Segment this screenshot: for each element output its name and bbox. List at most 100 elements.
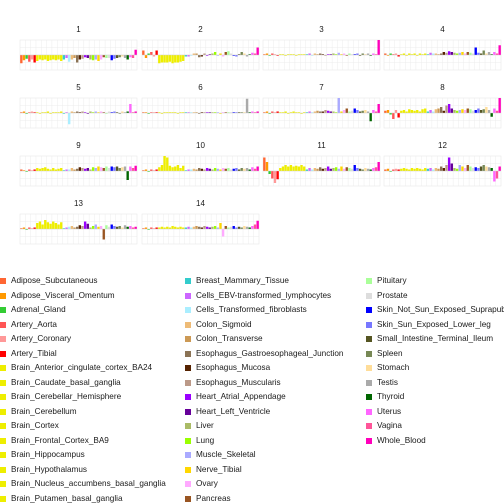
bar-Adipose_Subcutaneous [142,50,145,55]
bar-Artery_Coronary [30,55,34,60]
legend-swatch [0,307,6,313]
legend-label: Brain_Hippocampus [11,450,85,459]
bar-Prostate [350,168,354,171]
bar-Brain_Frontal_Cortex_BA9 [413,110,416,113]
bar-Brain_Caudate_basal_ganglia [160,165,164,171]
bar-Brain_Hippocampus [295,55,298,56]
bar-Brain_Cerebellar_Hemisphere [41,224,44,229]
bar-Artery_Coronary [394,168,398,171]
bar-Pituitary [227,112,230,113]
bar-Colon_Transverse [195,112,198,113]
bar-Nerve_Tibial [461,109,464,113]
bar-Heart_Atrial_Appendage [83,112,87,113]
bar-Brain_Hypothalamus [54,55,58,61]
bar-Cells_Transformed_fibroblasts [311,55,314,56]
bar-Brain_Anterior_cingulate_cortex_BA24 [400,168,403,171]
facet-panel-10: 10 [141,141,260,187]
legend-swatch [0,452,6,458]
bar-Small_Intestine_Terminal_Ileum [237,169,241,171]
bar-Ovary [342,168,346,171]
bar-Brain_Nucleus_accumbens_basal_ganglia [179,226,182,229]
bar-Esophagus_Muscularis [203,169,206,171]
legend-label: Stomach [377,363,410,372]
bar-Cells_Transformed_fibroblasts [432,111,435,113]
legend-swatch [0,336,6,342]
bar-Uterus [372,53,375,55]
bar-Cells_EBV-transformed_lymphocytes [308,111,311,113]
bar-Colon_Sigmoid [313,111,317,113]
bar-Brain_Nucleus_accumbens_basal_ganglia [57,55,60,60]
bar-Whole_Blood [256,166,259,171]
bar-Artery_Coronary [152,55,156,57]
bar-Brain_Putamen_basal_ganglia [424,168,427,171]
bar-Artery_Aorta [271,171,274,179]
bar-Cells_EBV-transformed_lymphocytes [308,168,311,171]
bar-Testis [245,226,249,229]
bar-Whole_Blood [134,49,137,55]
bar-Breast_Mammary_Tissue [184,227,188,229]
facet-label: 5 [76,83,81,92]
bar-Esophagus_Gastroesophageal_Junction [439,107,443,113]
bar-Thyroid [369,169,372,171]
bar-Spleen [118,55,121,58]
bar-Lung [91,226,95,229]
bar-Brain_Cortex [46,168,50,171]
bar-Cells_Transformed_fibroblasts [311,112,314,113]
bar-Brain_Frontal_Cortex_BA9 [292,111,295,113]
bar-Adipose_Subcutaneous [20,169,23,171]
bar-Testis [245,168,249,171]
bar-Stomach [485,107,488,113]
bar-Skin_Not_Sun_Exposed_Suprapubic [474,47,477,55]
bar-Vagina [374,111,378,113]
bar-Brain_Caudate_basal_ganglia [38,55,42,60]
bar-Brain_Frontal_Cortex_BA9 [171,55,174,64]
legend-label: Artery_Tibial [11,348,57,358]
bar-Brain_Hypothalamus [418,111,422,113]
bar-Adipose_Subcutaneous [20,228,23,229]
facet-panel-11: 11 [262,141,381,187]
bar-Uterus [372,168,375,171]
bar-Brain_Putamen_basal_ganglia [182,55,185,61]
bar-Stomach [121,55,124,57]
bar-Artery_Coronary [152,228,156,229]
bar-Vagina [495,171,499,179]
bar-Adipose_Subcutaneous [384,53,387,55]
bar-Brain_Cerebellum [166,55,169,63]
legend-label: Cells_Transformed_fibroblasts [196,305,307,314]
bar-Muscle_Skeletal [94,224,97,229]
bar-Small_Intestine_Terminal_Ileum [479,110,483,113]
bar-Prostate [107,226,111,229]
bar-Prostate [229,226,233,229]
legend-swatch [185,278,191,284]
bar-Spleen [361,169,364,171]
bar-Breast_Mammary_Tissue [305,169,309,171]
bar-Brain_Anterior_cingulate_cortex_BA24 [158,167,161,171]
legend-swatch [366,336,372,342]
bar-Vagina [253,224,257,229]
bar-Colon_Transverse [316,110,319,113]
bar-Skin_Sun_Exposed_Lower_leg [477,108,480,113]
bar-Small_Intestine_Terminal_Ileum [479,53,483,55]
legend-label: Brain_Cerebellum [11,406,77,416]
bar-Pancreas [224,226,227,229]
legend-label: Brain_Nucleus_accumbens_basal_ganglia [11,479,166,488]
legend-label: Lung [196,435,215,445]
bar-Artery_Coronary [394,110,398,113]
bar-Artery_Coronary [30,228,34,229]
bar-Artery_Aorta [28,169,31,171]
bar-Skin_Not_Sun_Exposed_Suprapubic [232,55,235,56]
bar-Brain_Cerebellar_Hemisphere [163,55,166,63]
bar-Adrenal_Gland [25,113,28,114]
bar-Adipose_Subcutaneous [263,157,266,171]
legend-swatch [185,495,191,502]
bar-Brain_Frontal_Cortex_BA9 [49,55,52,61]
bar-Muscle_Skeletal [458,52,461,55]
bar-Ovary [221,168,225,171]
bar-Brain_Putamen_basal_ganglia [303,112,306,113]
bar-Heart_Atrial_Appendage [83,55,87,58]
bar-Esophagus_Mucosa [442,110,446,113]
bar-Whole_Blood [256,220,259,229]
bar-Brain_Cortex [168,227,172,229]
bar-Prostate [107,168,111,171]
bar-Cells_Transformed_fibroblasts [190,55,193,56]
